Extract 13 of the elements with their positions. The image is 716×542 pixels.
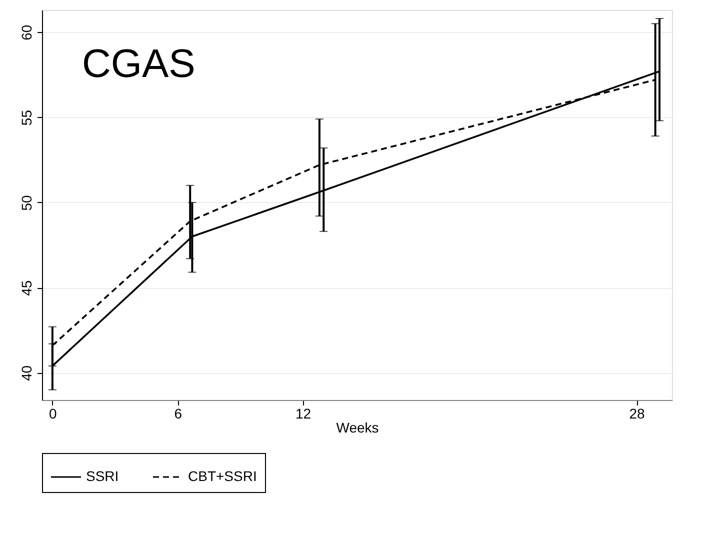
annotation: CGAS <box>82 42 196 86</box>
y-tick-label: 40 <box>18 365 34 382</box>
x-axis-title: Weeks <box>336 420 379 436</box>
x-tick-label: 0 <box>49 406 58 422</box>
y-tick-label: 60 <box>18 24 34 40</box>
x-tick-label: 6 <box>174 406 182 422</box>
legend-label: CBT+SSRI <box>188 468 257 484</box>
x-tick-label: 28 <box>629 406 646 422</box>
y-tick-label: 55 <box>18 110 34 126</box>
legend-label: SSRI <box>86 468 119 484</box>
y-tick-label: 45 <box>18 280 34 296</box>
x-tick-label: 12 <box>295 406 312 422</box>
y-tick-label: 50 <box>18 194 34 211</box>
